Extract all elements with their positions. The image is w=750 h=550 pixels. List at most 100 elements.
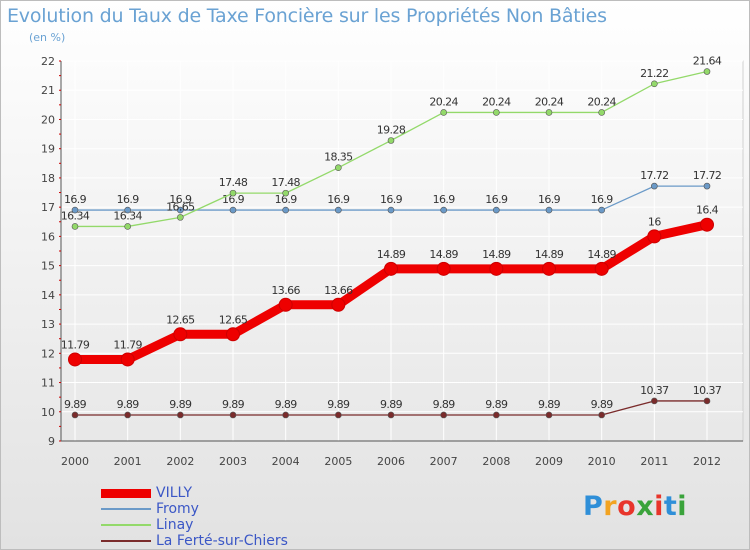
data-label: 21.64 <box>693 55 722 68</box>
data-label: 13.66 <box>324 284 353 297</box>
data-point <box>493 206 500 214</box>
data-point <box>651 182 658 190</box>
data-point <box>124 223 131 230</box>
data-label: 16.9 <box>117 193 140 206</box>
data-label: 17.72 <box>640 169 669 182</box>
data-point <box>440 411 447 419</box>
data-label: 9.89 <box>64 398 87 411</box>
data-label: 20.24 <box>535 95 564 108</box>
data-label: 16.9 <box>433 193 456 206</box>
data-point <box>647 229 662 244</box>
data-label: 9.89 <box>591 398 614 411</box>
data-label: 16.9 <box>169 193 192 206</box>
x-tick-label: 2005 <box>324 455 352 468</box>
data-point <box>229 411 237 419</box>
data-point <box>229 206 237 214</box>
y-tick-label: 19 <box>41 143 55 156</box>
data-label: 13.66 <box>271 284 300 297</box>
y-tick-label: 22 <box>41 55 55 68</box>
data-point <box>278 297 293 312</box>
legend-swatch <box>101 524 151 526</box>
data-label: 10.37 <box>693 384 722 397</box>
data-label: 20.24 <box>587 95 616 108</box>
data-point <box>545 411 553 419</box>
data-point <box>282 206 289 214</box>
data-point <box>651 80 658 88</box>
data-label: 9.89 <box>433 398 456 411</box>
legend-item: Linay <box>101 517 193 533</box>
data-point <box>703 68 711 75</box>
logo-letter: x <box>636 491 655 522</box>
data-label: 9.89 <box>222 398 245 411</box>
data-point <box>387 137 395 144</box>
logo-letter: P <box>583 491 604 522</box>
data-point <box>229 189 237 197</box>
data-point <box>493 109 500 116</box>
data-point <box>545 206 553 214</box>
x-tick-label: 2000 <box>61 455 89 468</box>
y-tick-label: 16 <box>41 230 55 243</box>
data-point <box>335 164 342 171</box>
series-villy: 11.79 11.79 12.65 12.65 13.66 13.66 14.89 14.89… <box>61 204 719 367</box>
data-label: 16.4 <box>696 204 719 217</box>
x-tick-label: 2003 <box>219 455 247 468</box>
data-point <box>493 411 500 419</box>
data-point <box>387 411 395 419</box>
data-label: 16 <box>648 215 661 228</box>
logo-letter: o <box>617 491 637 522</box>
y-tick-label: 12 <box>41 347 55 360</box>
data-label: 10.37 <box>640 384 669 397</box>
data-label: 9.89 <box>380 398 403 411</box>
chart-title: Evolution du Taux de Taxe Foncière sur l… <box>7 5 607 27</box>
data-label: 12.65 <box>166 313 195 326</box>
y-tick-label: 13 <box>41 318 55 331</box>
x-tick-label: 2002 <box>166 455 194 468</box>
data-point <box>598 109 605 116</box>
data-point <box>177 206 184 214</box>
data-point <box>542 261 556 276</box>
data-label: 16.9 <box>64 193 87 206</box>
data-label: 14.89 <box>535 248 564 261</box>
legend-item: Fromy <box>101 501 199 517</box>
data-label: 14.89 <box>377 248 406 261</box>
data-label: 9.89 <box>485 398 508 411</box>
y-tick-label: 9 <box>48 435 55 448</box>
data-label: 12.65 <box>219 313 248 326</box>
data-label: 9.89 <box>327 398 350 411</box>
legend-label: VILLY <box>156 485 192 501</box>
x-tick-label: 2001 <box>114 455 142 468</box>
data-label: 9.89 <box>275 398 298 411</box>
y-tick-label: 21 <box>41 84 55 97</box>
data-point <box>71 411 79 419</box>
legend-swatch <box>101 540 151 542</box>
data-label: 14.89 <box>482 248 511 261</box>
data-point <box>594 261 609 276</box>
data-point <box>226 327 240 342</box>
data-label: 11.79 <box>113 338 142 351</box>
data-point <box>387 206 395 214</box>
unit-label: (en %) <box>29 31 66 44</box>
data-label: 14.89 <box>587 248 616 261</box>
y-tick-label: 14 <box>41 289 55 302</box>
data-point <box>173 327 188 342</box>
proxiti-logo: Proxiti <box>583 491 687 522</box>
logo-letter: t <box>663 491 678 522</box>
y-tick-label: 18 <box>41 172 55 185</box>
data-label: 9.89 <box>117 398 140 411</box>
data-label: 16.34 <box>61 209 90 222</box>
data-label: 17.48 <box>271 176 300 189</box>
data-label: 18.35 <box>324 151 353 164</box>
data-point <box>282 411 289 419</box>
data-point <box>177 411 184 419</box>
data-point <box>335 411 342 419</box>
legend-swatch <box>101 508 151 510</box>
data-point <box>700 217 714 232</box>
data-label: 16.9 <box>380 193 403 206</box>
data-label: 11.79 <box>61 338 90 351</box>
data-point <box>68 352 82 367</box>
data-label: 17.48 <box>219 176 248 189</box>
series-la-fert-sur-chiers: 9.89 9.89 9.89 9.89 9.89 9.89 9.89 9.89 9.89 9.89… <box>64 384 722 419</box>
data-label: 16.34 <box>113 209 142 222</box>
